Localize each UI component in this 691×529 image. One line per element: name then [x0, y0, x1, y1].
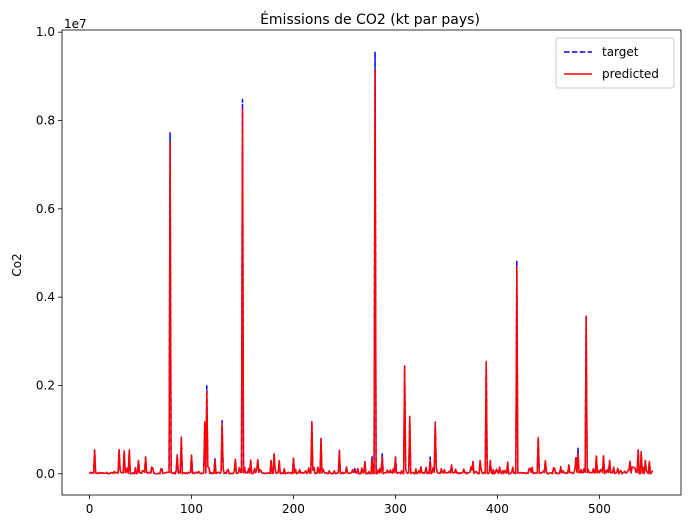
y-axis-offset-label: 1e7 [64, 17, 87, 31]
legend-label-predicted: predicted [602, 67, 659, 81]
x-tick-label: 400 [486, 502, 509, 516]
x-tick-label: 200 [282, 502, 305, 516]
x-tick-label: 0 [86, 502, 94, 516]
series-line-predicted [88, 68, 654, 475]
legend-label-target: target [602, 45, 639, 59]
chart-title: Émissions de CO2 (kt par pays) [260, 11, 480, 28]
axes-frame [61, 29, 682, 496]
y-tick-label: 0.2 [36, 378, 55, 392]
x-tick-label: 100 [180, 502, 203, 516]
x-tick-label: 500 [588, 502, 611, 516]
legend: target predicted [555, 37, 675, 89]
legend-box [555, 37, 675, 89]
y-axis-label: Co2 [10, 253, 24, 276]
x-tick-label: 300 [384, 502, 407, 516]
y-tick-label: 1.0 [36, 25, 55, 39]
plot-area: 0 100 200 300 400 500 0.0 0.2 0.4 0.6 0.8 1.0 [36, 25, 682, 516]
y-tick-label: 0.6 [36, 202, 55, 216]
y-tick-label: 0.4 [36, 290, 55, 304]
y-tick-label: 0.8 [36, 114, 55, 128]
y-tick-label: 0.0 [36, 467, 55, 481]
